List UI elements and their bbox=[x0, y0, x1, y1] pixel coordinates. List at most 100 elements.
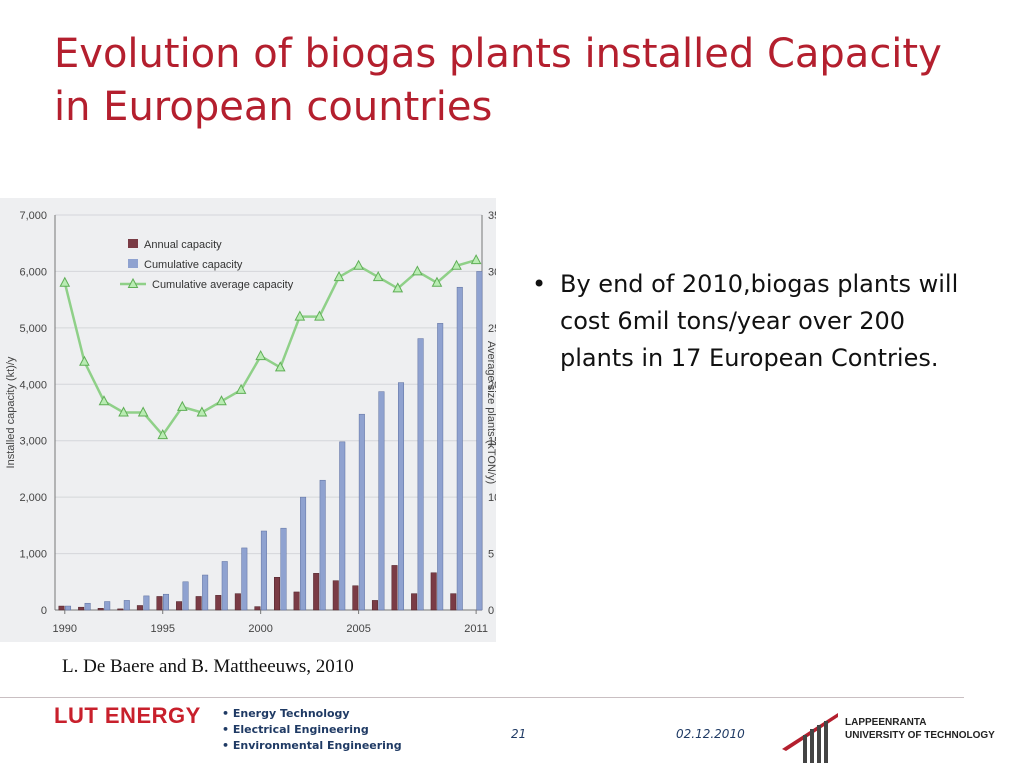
x-tick-label: 2011 bbox=[464, 623, 488, 635]
point-cumulative-average-capacity bbox=[59, 276, 71, 287]
y-tick-label: 1,000 bbox=[19, 549, 47, 561]
y2-tick-label: 10 bbox=[488, 492, 496, 504]
bar-cumulative-capacity bbox=[260, 530, 267, 611]
university-name-line: UNIVERSITY OF TECHNOLOGY bbox=[845, 730, 995, 741]
bullet-item: • By end of 2010,biogas plants will cost … bbox=[528, 266, 968, 377]
bar-annual-capacity bbox=[136, 605, 143, 611]
university-name: LAPPEENRANTA UNIVERSITY OF TECHNOLOGY bbox=[845, 716, 995, 742]
university-logo-icon bbox=[782, 713, 838, 763]
x-tick-label: 2005 bbox=[346, 623, 370, 635]
y2-axis-label: Average size plants (kTON/y) bbox=[485, 341, 496, 484]
y-tick-label: 0 bbox=[41, 605, 47, 617]
y2-tick-label: 25 bbox=[488, 323, 496, 335]
bar-cumulative-capacity bbox=[123, 600, 130, 611]
y-tick-label: 7,000 bbox=[19, 210, 47, 222]
y-tick-label: 6,000 bbox=[19, 266, 47, 278]
source-citation: L. De Baere and B. Mattheeuws, 2010 bbox=[62, 656, 354, 677]
legend-swatch-cumulative bbox=[128, 259, 138, 268]
bar-cumulative-capacity bbox=[417, 338, 424, 611]
bar-cumulative-capacity bbox=[319, 479, 326, 611]
bar-annual-capacity bbox=[450, 593, 457, 611]
bar-cumulative-capacity bbox=[378, 391, 385, 611]
point-cumulative-average-capacity bbox=[235, 383, 247, 394]
bar-cumulative-capacity bbox=[162, 593, 169, 611]
slide-title: Evolution of biogas plants installed Cap… bbox=[54, 31, 942, 130]
x-tick-label: 1995 bbox=[150, 623, 174, 635]
point-cumulative-average-capacity bbox=[470, 254, 482, 265]
y-axis-label: Installed capacity (kt)/y bbox=[5, 356, 17, 468]
point-cumulative-average-capacity bbox=[176, 400, 188, 411]
bar-cumulative-capacity bbox=[84, 602, 91, 611]
bullet-list: • By end of 2010,biogas plants will cost … bbox=[528, 266, 968, 377]
y2-tick-label: 30 bbox=[488, 266, 496, 278]
footer-divider bbox=[0, 697, 964, 698]
bar-annual-capacity bbox=[411, 593, 418, 611]
y-tick-label: 4,000 bbox=[19, 379, 47, 391]
bar-annual-capacity bbox=[58, 605, 65, 611]
bar-annual-capacity bbox=[215, 595, 222, 611]
bar-cumulative-capacity bbox=[104, 601, 111, 611]
bar-annual-capacity bbox=[97, 608, 104, 611]
y2-tick-label: 20 bbox=[488, 379, 496, 391]
bar-cumulative-capacity bbox=[182, 581, 189, 611]
bar-cumulative-capacity bbox=[143, 595, 150, 611]
point-cumulative-average-capacity bbox=[451, 259, 462, 270]
y2-tick-label: 15 bbox=[488, 436, 496, 448]
bar-cumulative-capacity bbox=[437, 323, 444, 611]
y2-tick-label: 0 bbox=[488, 605, 494, 617]
point-cumulative-average-capacity bbox=[294, 310, 306, 321]
point-cumulative-average-capacity bbox=[118, 406, 129, 417]
bar-annual-capacity bbox=[176, 601, 183, 611]
department-item: • Energy Technology bbox=[222, 707, 350, 720]
point-cumulative-average-capacity bbox=[274, 361, 286, 372]
point-cumulative-average-capacity bbox=[255, 350, 266, 361]
department-list: • Energy Technology • Electrical Enginee… bbox=[222, 706, 402, 754]
point-cumulative-average-capacity bbox=[79, 355, 90, 366]
bar-cumulative-capacity bbox=[280, 527, 287, 611]
point-cumulative-average-capacity bbox=[372, 271, 384, 282]
bar-cumulative-capacity bbox=[358, 413, 365, 611]
legend-label: Cumulative capacity bbox=[144, 259, 243, 271]
bar-annual-capacity bbox=[293, 591, 300, 611]
bar-cumulative-capacity bbox=[65, 605, 72, 611]
page-number: 21 bbox=[511, 727, 527, 741]
bar-cumulative-capacity bbox=[241, 547, 248, 611]
legend-label: Annual capacity bbox=[144, 239, 222, 251]
bar-annual-capacity bbox=[234, 593, 241, 611]
bar-annual-capacity bbox=[313, 573, 320, 611]
bar-annual-capacity bbox=[195, 596, 202, 611]
legend-swatch-annual bbox=[128, 239, 138, 248]
bar-annual-capacity bbox=[254, 606, 261, 611]
point-cumulative-average-capacity bbox=[137, 406, 149, 417]
legend-swatch-average-marker bbox=[127, 277, 139, 288]
bar-cumulative-capacity bbox=[476, 271, 483, 611]
point-cumulative-average-capacity bbox=[98, 395, 110, 406]
point-cumulative-average-capacity bbox=[157, 429, 169, 440]
bar-cumulative-capacity bbox=[339, 441, 346, 611]
point-cumulative-average-capacity bbox=[412, 265, 423, 276]
bar-annual-capacity bbox=[430, 572, 437, 611]
y-tick-label: 2,000 bbox=[19, 492, 47, 504]
point-cumulative-average-capacity bbox=[333, 271, 345, 282]
chart: 0 1,000 2,000 3,000 4,000 5,000 6,000 7,000 0 5 10… bbox=[0, 198, 496, 642]
bar-cumulative-capacity bbox=[456, 286, 463, 611]
line-cumulative-average-capacity bbox=[63, 258, 477, 438]
bar-cumulative-capacity bbox=[221, 561, 228, 611]
x-tick-label: 1990 bbox=[53, 623, 77, 635]
bar-annual-capacity bbox=[117, 608, 124, 611]
y2-tick-label: 5 bbox=[488, 549, 494, 561]
bar-annual-capacity bbox=[332, 580, 339, 611]
bullet-text: By end of 2010,biogas plants will cost 6… bbox=[560, 270, 959, 372]
bar-annual-capacity bbox=[156, 596, 163, 611]
bar-annual-capacity bbox=[78, 606, 85, 611]
department-item: • Environmental Engineering bbox=[222, 739, 402, 752]
bullet-dot: • bbox=[532, 270, 547, 298]
legend-label: Cumulative average capacity bbox=[152, 279, 294, 291]
chart-svg: 0 1,000 2,000 3,000 4,000 5,000 6,000 7,000 0 5 10… bbox=[5, 210, 496, 635]
lut-energy-logo: LUT ENERGY bbox=[54, 703, 201, 728]
point-cumulative-average-capacity bbox=[431, 276, 443, 287]
point-cumulative-average-capacity bbox=[196, 406, 208, 417]
y-tick-label: 3,000 bbox=[19, 436, 47, 448]
point-cumulative-average-capacity bbox=[353, 259, 364, 270]
university-name-line: LAPPEENRANTA bbox=[845, 717, 927, 728]
